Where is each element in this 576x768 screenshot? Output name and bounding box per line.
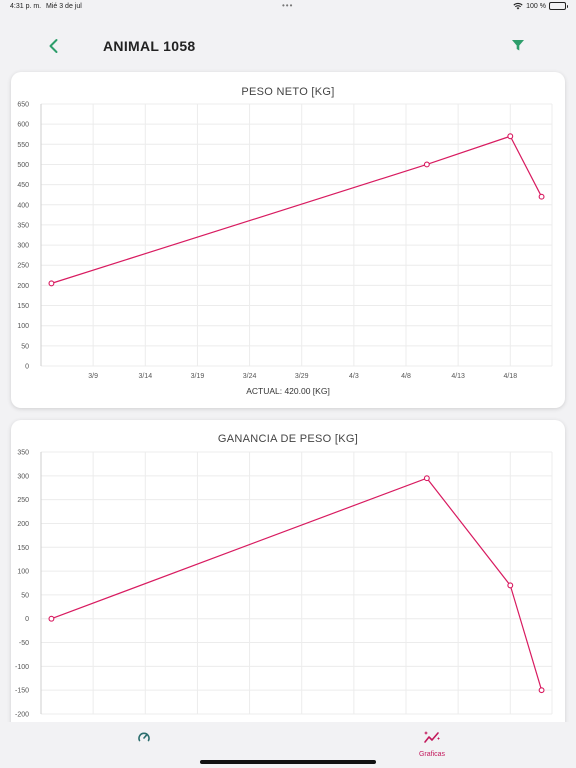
home-indicator — [200, 760, 376, 764]
y-tick-label: 600 — [17, 122, 29, 129]
ganancia-peso-chart: -200 -150 -100 -50 0 50 100 150 200 250 300 350 — [15, 450, 553, 719]
tab-graficas[interactable]: Graficas — [402, 730, 462, 758]
filter-icon[interactable] — [510, 37, 526, 53]
data-point — [507, 582, 514, 589]
x-tick-label: 3/9 — [88, 373, 98, 380]
y-tick-label: -200 — [15, 712, 29, 719]
series-line — [51, 477, 543, 691]
tab-dashboard[interactable] — [114, 730, 174, 751]
status-time: 4:31 p. m. — [10, 3, 42, 10]
y-tick-label: 200 — [17, 283, 29, 290]
peso-neto-chart: 0 50 100 150 200 250 300 350 400 450 500 550 600 650 3… — [17, 102, 553, 380]
chart-title: PESO NETO [KG] — [241, 86, 335, 98]
chart-sparkle-icon — [424, 731, 440, 743]
series-line — [51, 135, 543, 284]
battery-percent: 100 % — [526, 2, 546, 10]
y-tick-label: 0 — [25, 616, 29, 623]
chart-title: GANANCIA DE PESO [KG] — [217, 433, 359, 445]
data-point — [507, 133, 514, 140]
y-tick-label: 0 — [25, 364, 29, 371]
y-tick-label: 350 — [17, 450, 29, 457]
data-point — [48, 280, 55, 287]
y-tick-label: 450 — [17, 182, 29, 189]
y-tick-label: 500 — [17, 162, 29, 169]
multitasking-dots-icon[interactable]: ••• — [282, 1, 294, 10]
data-point — [48, 615, 55, 622]
y-tick-label: 50 — [21, 592, 29, 599]
y-tick-label: 200 — [17, 521, 29, 528]
tab-label: Graficas — [418, 751, 446, 758]
y-tick-label: 250 — [17, 497, 29, 504]
data-point — [538, 193, 545, 200]
ganancia-peso-card: GANANCIA DE PESO [KG] -200 -150 -100 -50 0 50… — [11, 420, 565, 726]
y-tick-label: 50 — [21, 343, 29, 350]
y-tick-label: 150 — [17, 545, 29, 552]
y-tick-label: 100 — [17, 569, 29, 576]
y-tick-label: -150 — [15, 688, 29, 695]
y-tick-label: 100 — [17, 323, 29, 330]
x-tick-label: 3/24 — [243, 373, 257, 380]
x-tick-label: 3/19 — [191, 373, 205, 380]
y-tick-label: 250 — [17, 263, 29, 270]
x-tick-label: 4/13 — [451, 373, 465, 380]
peso-neto-card: PESO NETO [KG] 0 50 100 150 200 250 300 350 400 4… — [11, 72, 565, 408]
y-tick-label: 300 — [17, 243, 29, 250]
x-tick-label: 3/29 — [295, 373, 309, 380]
y-tick-label: 300 — [17, 473, 29, 480]
page-title: ANIMAL 1058 — [103, 38, 196, 54]
status-bar: 4:31 p. m. Mié 3 de jul ••• 100 % — [0, 0, 576, 14]
data-point — [538, 687, 545, 694]
y-tick-label: 650 — [17, 102, 29, 109]
x-tick-label: 4/18 — [503, 373, 517, 380]
top-app-bar: ANIMAL 1058 — [0, 26, 576, 66]
data-point — [423, 161, 430, 168]
wifi-icon — [513, 3, 523, 10]
data-point — [423, 475, 430, 482]
y-tick-label: -50 — [19, 640, 29, 647]
current-weight-label: ACTUAL: 420.00 [KG] — [246, 386, 330, 396]
y-tick-label: 400 — [17, 202, 29, 209]
status-date: Mié 3 de jul — [46, 3, 82, 10]
x-tick-label: 4/8 — [401, 373, 411, 380]
speedometer-icon — [138, 732, 150, 742]
battery-icon — [549, 2, 568, 10]
status-right: 100 % — [513, 2, 568, 10]
x-tick-label: 3/14 — [138, 373, 152, 380]
y-tick-label: 150 — [17, 303, 29, 310]
y-tick-label: -100 — [15, 664, 29, 671]
x-tick-label: 4/3 — [349, 373, 359, 380]
chevron-left-icon[interactable] — [44, 36, 64, 56]
y-tick-label: 550 — [17, 142, 29, 149]
y-tick-label: 350 — [17, 222, 29, 229]
